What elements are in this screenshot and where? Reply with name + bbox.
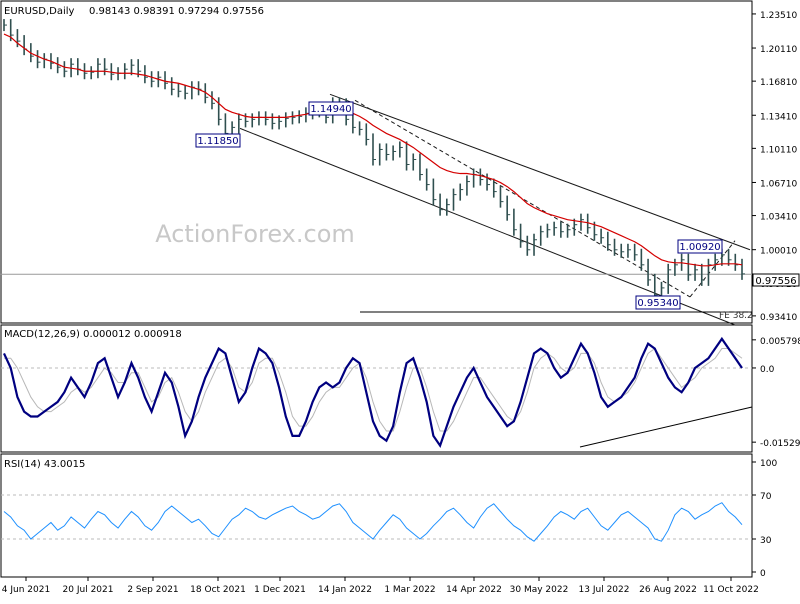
price-y-tick-label: 1.13410 xyxy=(760,112,797,122)
price-y-tick-label: 1.00010 xyxy=(760,247,797,257)
x-tick-label: 4 Jun 2021 xyxy=(2,585,50,595)
x-tick-label: 1 Dec 2021 xyxy=(254,585,306,595)
watermark: ActionForex.com xyxy=(155,220,355,248)
annotation-high-label: 1.14940 xyxy=(310,104,351,115)
annotation-recent-low: 0.95340 xyxy=(635,295,681,310)
rsi-y-tick-label: 0 xyxy=(760,569,766,579)
x-tick-label: 18 Oct 2021 xyxy=(190,585,246,595)
x-tick-label: 20 Jul 2021 xyxy=(63,585,114,595)
annotation-recent-low-label: 0.95340 xyxy=(637,298,678,309)
current-price-label: 0.97556 xyxy=(755,276,796,287)
price-pane-frame xyxy=(0,0,753,324)
ohlc-values: 0.98143 0.98391 0.97294 0.97556 xyxy=(89,6,264,17)
macd-title: MACD(12,26,9) 0.000012 0.000918 xyxy=(4,329,182,340)
moving-average-line xyxy=(3,33,743,267)
price-layer xyxy=(0,19,752,326)
x-tick-label: 30 May 2022 xyxy=(510,585,569,595)
rsi-pane-frame xyxy=(0,453,753,578)
price-y-tick-label: 0.93410 xyxy=(760,313,797,323)
fe-label: FE 38.2 xyxy=(719,311,753,321)
x-tick-label: 26 Aug 2022 xyxy=(639,585,697,595)
x-tick-label: 11 Oct 2022 xyxy=(703,585,759,595)
macd-y-tick-label: 0.005798 xyxy=(760,337,800,347)
macd-trendline xyxy=(579,406,753,448)
price-y-tick-label: 1.16810 xyxy=(760,78,797,88)
annotation-low: 1.11850 xyxy=(195,133,241,148)
x-tick-label: 14 Apr 2022 xyxy=(446,585,502,595)
macd-pane-frame xyxy=(0,324,753,453)
annotation-recent-high-label: 1.00920 xyxy=(679,242,720,253)
rsi-line xyxy=(3,502,743,542)
symbol-title: EURUSD,Daily xyxy=(4,6,75,17)
rsi-title: RSI(14) 43.0015 xyxy=(4,459,85,470)
x-tick-label: 2 Sep 2021 xyxy=(127,585,178,595)
rsi-y-tick-label: 30 xyxy=(760,536,772,546)
x-tick-label: 13 Jul 2022 xyxy=(579,585,630,595)
annotation-low-label: 1.11850 xyxy=(197,136,238,147)
macd-layer xyxy=(1,336,753,448)
price-y-tick-label: 1.10110 xyxy=(760,145,797,155)
channel-line xyxy=(329,93,751,251)
current-price-tag: 0.97556 xyxy=(752,273,800,287)
annotation-high: 1.14940 xyxy=(308,101,354,116)
rsi-y-tick-label: 100 xyxy=(760,459,777,469)
projection-line xyxy=(689,240,736,298)
macd-line xyxy=(3,336,743,448)
channel-line xyxy=(239,127,736,326)
projection-line xyxy=(354,99,691,298)
x-tick-label: 1 Mar 2022 xyxy=(384,585,435,595)
rsi-y-tick-label: 70 xyxy=(760,492,772,502)
price-y-tick-label: 1.20110 xyxy=(760,45,797,55)
price-y-tick-label: 1.06710 xyxy=(760,179,797,189)
macd-y-tick-label: -0.015296 xyxy=(760,439,800,449)
x-tick-label: 14 Jan 2022 xyxy=(318,585,372,595)
annotation-recent-high: 1.00920 xyxy=(677,239,723,254)
rsi-layer xyxy=(1,494,752,542)
price-y-tick-label: 1.03410 xyxy=(760,213,797,223)
macd-y-tick-label: 0.0 xyxy=(760,365,775,375)
price-y-tick-label: 1.23510 xyxy=(760,11,797,21)
